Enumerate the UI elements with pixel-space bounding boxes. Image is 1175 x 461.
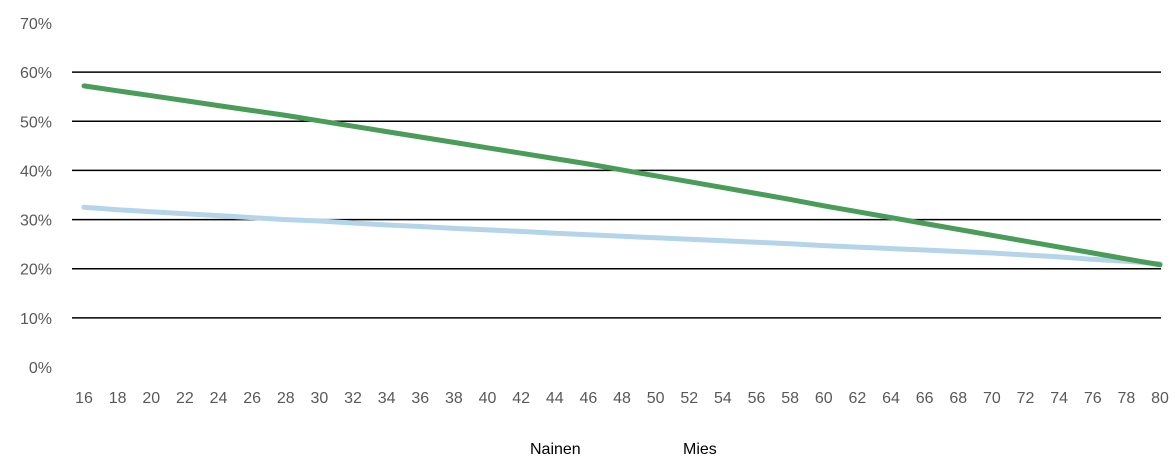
legend-label-nainen: Nainen [530,441,581,458]
x-tick-label: 34 [378,390,396,407]
x-tick-label: 44 [546,390,564,407]
x-tick-label: 46 [579,390,597,407]
x-tick-label: 60 [815,390,833,407]
x-tick-label: 58 [781,390,799,407]
legend-label-mies: Mies [683,441,717,458]
x-tick-label: 56 [748,390,766,407]
x-tick-label: 66 [916,390,934,407]
x-tick-label: 16 [75,390,93,407]
x-tick-label: 24 [210,390,228,407]
x-axis-tick-labels: 16 18 20 22 24 26 28 30 32 34 36 38 40 42 44 46 48 50 52 54… [75,390,1169,407]
x-tick-label: 78 [1117,390,1135,407]
x-tick-label: 80 [1151,390,1169,407]
series-line-nainen [81,204,1163,267]
x-tick-label: 30 [310,390,328,407]
y-tick-label: 0% [29,360,52,377]
x-tick-label: 72 [1017,390,1035,407]
x-tick-label: 76 [1084,390,1102,407]
y-axis-tick-labels: 0% 10% 20% 30% 40% 50% 60% 70% [20,16,52,377]
x-tick-label: 50 [647,390,665,407]
y-tick-label: 60% [20,65,52,82]
x-tick-label: 54 [714,390,732,407]
y-tick-label: 20% [20,262,52,279]
x-tick-label: 64 [882,390,900,407]
x-tick-label: 32 [344,390,362,407]
y-tick-label: 40% [20,163,52,180]
x-tick-label: 20 [142,390,160,407]
y-tick-label: 30% [20,213,52,230]
x-tick-label: 70 [983,390,1001,407]
x-tick-label: 48 [613,390,631,407]
x-tick-label: 36 [411,390,429,407]
x-tick-label: 52 [680,390,698,407]
y-tick-label: 50% [20,114,52,131]
x-tick-label: 26 [243,390,261,407]
x-tick-label: 28 [277,390,295,407]
x-tick-label: 18 [109,390,127,407]
x-tick-label: 40 [479,390,497,407]
x-tick-label: 42 [512,390,530,407]
y-tick-label: 70% [20,16,52,33]
x-tick-label: 68 [949,390,967,407]
series-lines [81,83,1163,268]
x-tick-label: 74 [1050,390,1068,407]
x-tick-label: 38 [445,390,463,407]
series-line-mies [81,83,1163,268]
x-tick-label: 62 [848,390,866,407]
x-tick-label: 22 [176,390,194,407]
y-tick-label: 10% [20,311,52,328]
